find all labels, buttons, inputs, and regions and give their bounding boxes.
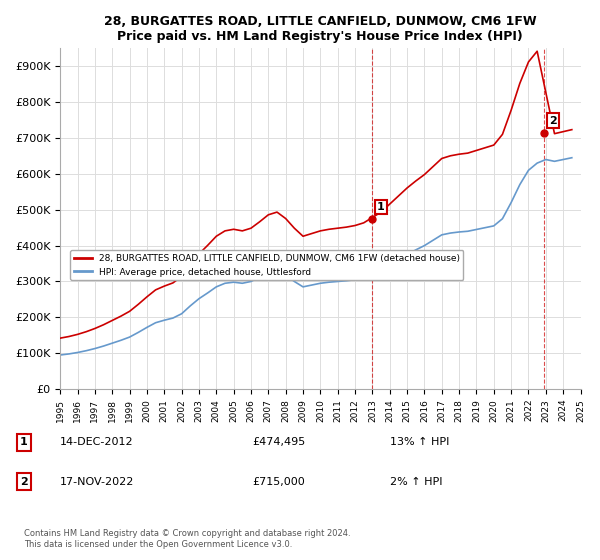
- Text: 1: 1: [20, 437, 28, 447]
- Text: £715,000: £715,000: [252, 477, 305, 487]
- Text: 1: 1: [377, 202, 385, 212]
- Text: Contains HM Land Registry data © Crown copyright and database right 2024.
This d: Contains HM Land Registry data © Crown c…: [24, 529, 350, 549]
- Text: 2: 2: [549, 116, 557, 125]
- Text: 2% ↑ HPI: 2% ↑ HPI: [390, 477, 443, 487]
- Text: 14-DEC-2012: 14-DEC-2012: [60, 437, 134, 447]
- Legend: 28, BURGATTES ROAD, LITTLE CANFIELD, DUNMOW, CM6 1FW (detached house), HPI: Aver: 28, BURGATTES ROAD, LITTLE CANFIELD, DUN…: [70, 250, 463, 280]
- Text: 13% ↑ HPI: 13% ↑ HPI: [390, 437, 449, 447]
- Text: 2: 2: [20, 477, 28, 487]
- Text: 17-NOV-2022: 17-NOV-2022: [60, 477, 134, 487]
- Title: 28, BURGATTES ROAD, LITTLE CANFIELD, DUNMOW, CM6 1FW
Price paid vs. HM Land Regi: 28, BURGATTES ROAD, LITTLE CANFIELD, DUN…: [104, 15, 536, 43]
- Text: £474,495: £474,495: [252, 437, 305, 447]
